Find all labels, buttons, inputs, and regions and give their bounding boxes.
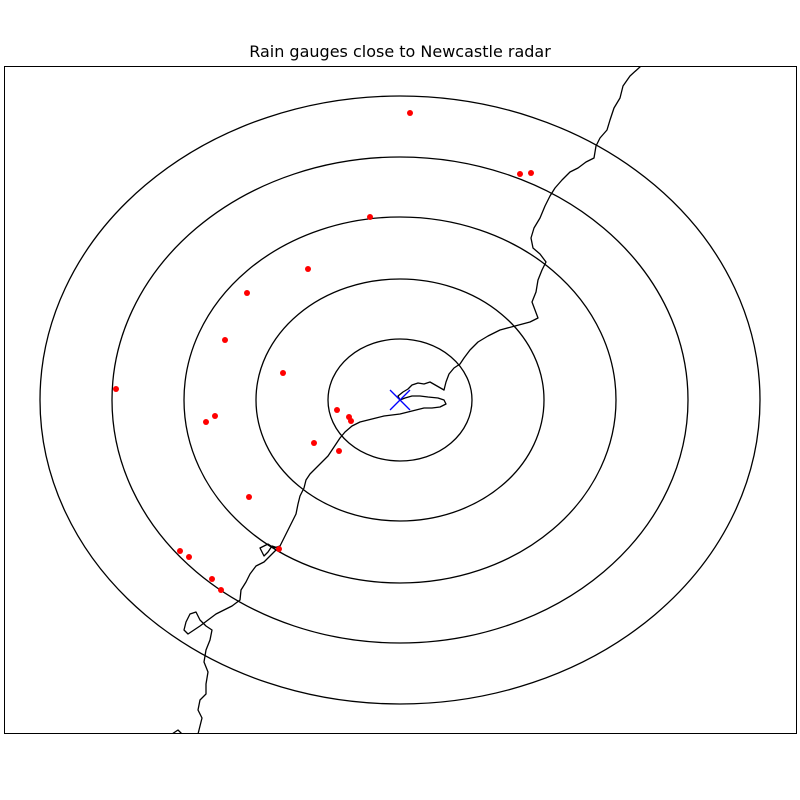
range-ring-2 [255,278,545,522]
rain-gauge-point [305,266,311,272]
rain-gauge-point [186,554,192,560]
rain-gauge-point [517,171,523,177]
rain-gauge-point [212,413,218,419]
coastline-south-tip [171,729,183,734]
rain-gauge-point [280,370,286,376]
range-ring-4 [111,156,689,644]
rain-gauge-point [209,576,215,582]
rain-gauge-point [311,440,317,446]
rain-gauge-point [276,546,282,552]
rain-gauges [113,110,534,593]
rain-gauge-point [528,170,534,176]
rain-gauge-point [244,290,250,296]
rain-gauge-point [334,407,340,413]
range-ring-1 [327,338,473,462]
rain-gauge-point [246,494,252,500]
rain-gauge-point [336,448,342,454]
rain-gauge-point [222,337,228,343]
range-ring-3 [183,216,617,584]
coastline-north [443,66,642,391]
map-title: Rain gauges close to Newcastle radar [249,42,551,61]
rain-gauge-point [203,419,209,425]
coastline-south [183,547,279,734]
rain-gauge-point [348,418,354,424]
rain-gauge-point [407,110,413,116]
range-rings [39,95,761,705]
rain-gauge-point [177,548,183,554]
rain-gauge-point [218,587,224,593]
map-area [4,66,797,734]
range-ring-5 [39,95,761,705]
map-frame [4,66,797,734]
radar-marker-stroke-b [389,389,411,411]
rain-gauge-point [367,214,373,220]
rain-gauge-point [113,386,119,392]
radar-site-marker [389,389,411,411]
